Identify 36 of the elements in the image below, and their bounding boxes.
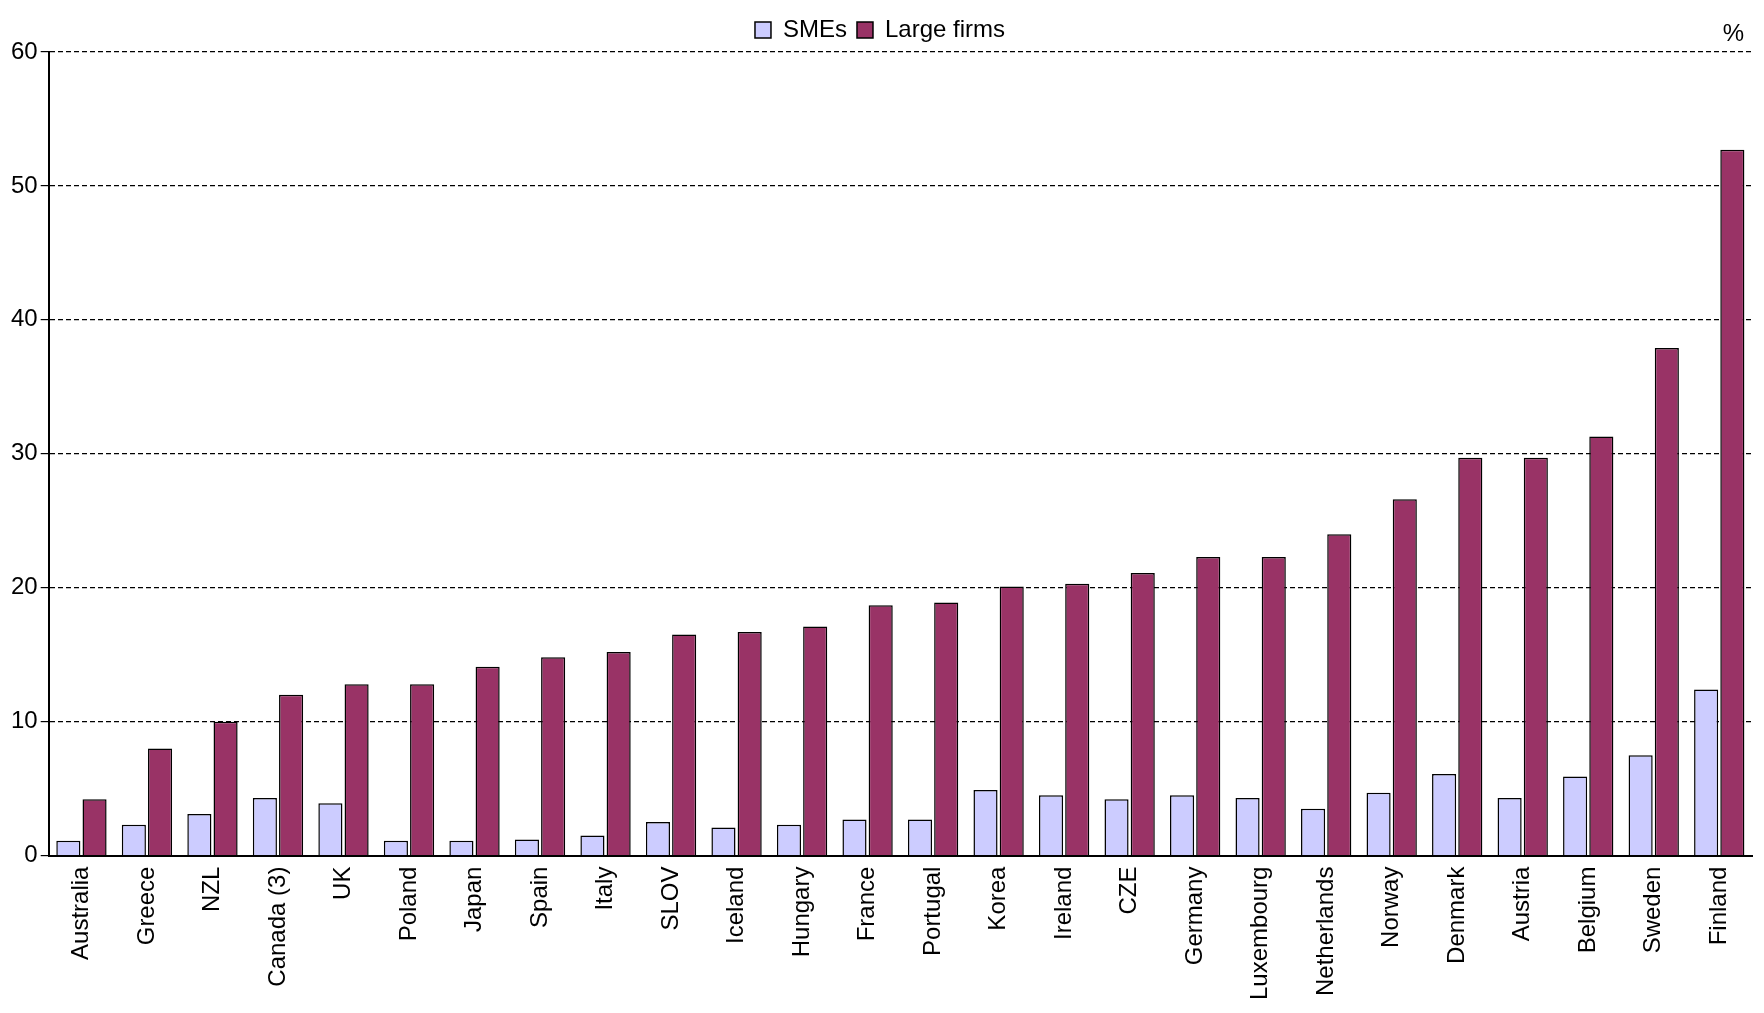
x-tick-label: Iceland <box>721 866 749 944</box>
legend-label: Large firms <box>884 14 1006 42</box>
x-tick-label: Austria <box>1507 865 1535 942</box>
x-tick-label: Poland <box>393 866 421 942</box>
x-tick-label: Netherlands <box>1310 866 1338 996</box>
x-tick-label: Portugal <box>917 866 945 956</box>
x-tick-label: Hungary <box>786 866 814 958</box>
x-tick-label: Australia <box>66 865 94 960</box>
x-tick-label: Norway <box>1376 866 1404 948</box>
x-tick-label: UK <box>328 866 356 900</box>
y-tick-label: 10 <box>10 706 38 734</box>
x-tick-label: Luxembourg <box>1245 866 1273 1000</box>
x-tick-label: SLOV <box>655 866 683 931</box>
x-tick-label: Spain <box>524 866 552 928</box>
y-axis-title: % <box>1722 18 1744 46</box>
x-tick-label: Denmark <box>1441 865 1469 964</box>
x-tick-label: CZE <box>1114 866 1142 915</box>
x-tick-label: Italy <box>590 866 618 911</box>
x-tick-label: France <box>852 866 880 942</box>
x-tick-label: Greece <box>131 866 159 946</box>
x-tick-label: Belgium <box>1572 866 1600 954</box>
x-tick-label: Germany <box>1179 866 1207 966</box>
x-tick-label: Canada (3) <box>262 866 290 987</box>
y-tick-label: 0 <box>24 840 38 868</box>
x-tick-label: Sweden <box>1638 866 1666 954</box>
x-tick-label: Finland <box>1703 866 1731 946</box>
y-tick-label: 40 <box>10 304 38 332</box>
y-tick-label: 60 <box>10 36 38 64</box>
y-tick-label: 50 <box>10 170 38 198</box>
y-tick-label: 30 <box>10 438 38 466</box>
y-tick-label: 20 <box>10 572 38 600</box>
x-tick-label: Ireland <box>1048 866 1076 940</box>
x-tick-label: Korea <box>983 865 1011 931</box>
legend-label: SMEs <box>782 14 847 42</box>
x-tick-label: Japan <box>459 866 487 932</box>
x-tick-label: NZL <box>197 866 225 912</box>
